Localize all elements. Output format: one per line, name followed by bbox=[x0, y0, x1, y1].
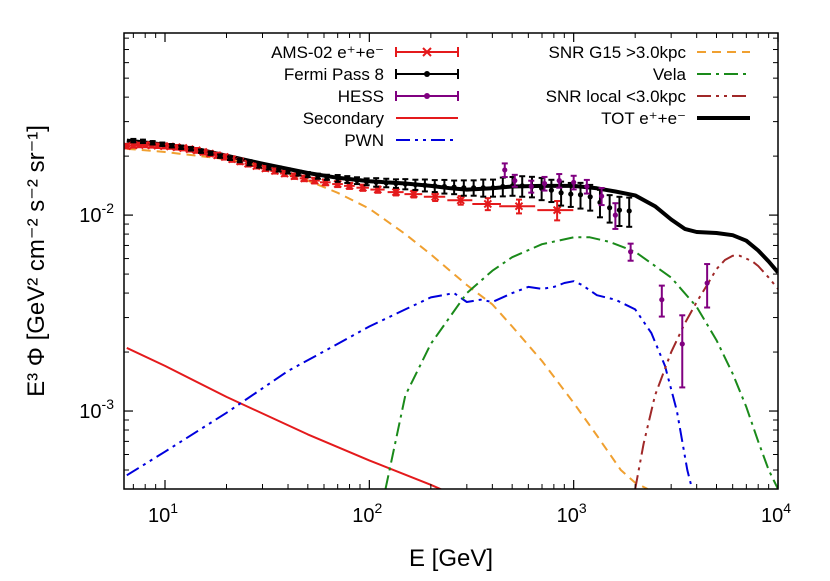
legend_left-label: PWN bbox=[344, 131, 384, 150]
x-tick-label: 104 bbox=[761, 500, 791, 527]
data-point bbox=[412, 182, 418, 188]
data-point bbox=[628, 249, 634, 255]
series-line-snr-g15-3-0kpc bbox=[126, 147, 649, 489]
data-point bbox=[159, 141, 165, 147]
data-point bbox=[315, 173, 321, 179]
data-point bbox=[430, 192, 440, 202]
data-point bbox=[391, 187, 401, 197]
data-point bbox=[519, 183, 525, 189]
data-point bbox=[393, 180, 399, 187]
data-point bbox=[344, 176, 350, 183]
data-point bbox=[502, 167, 508, 173]
legend_left-label: AMS-02 e⁺+e⁻ bbox=[271, 43, 384, 62]
data-points-hess bbox=[501, 162, 711, 389]
data-point bbox=[584, 183, 590, 190]
data-point bbox=[295, 170, 302, 176]
data-point bbox=[512, 177, 518, 184]
legend-swatch-marker bbox=[422, 47, 432, 57]
data-point bbox=[490, 185, 496, 191]
legend_right-label: SNR local <3.0kpc bbox=[546, 87, 687, 106]
x-tick-label: 102 bbox=[352, 500, 382, 527]
data-point bbox=[373, 179, 379, 185]
data-point bbox=[577, 192, 584, 198]
legend-swatch-marker bbox=[424, 93, 430, 99]
data-point bbox=[256, 162, 262, 168]
series-line-vela bbox=[384, 236, 778, 489]
data-point bbox=[612, 212, 618, 218]
plot-frame bbox=[123, 32, 779, 490]
series-line-pwn bbox=[126, 280, 694, 489]
data-point bbox=[178, 144, 184, 150]
legend_left-label: Fermi Pass 8 bbox=[284, 65, 384, 84]
data-point bbox=[607, 205, 613, 211]
data-point bbox=[704, 280, 710, 286]
data-point bbox=[402, 181, 408, 187]
data-point bbox=[130, 138, 136, 144]
data-point bbox=[616, 207, 623, 213]
data-point bbox=[500, 183, 506, 190]
data-point bbox=[188, 146, 194, 152]
data-point bbox=[659, 297, 665, 303]
data-point bbox=[305, 171, 311, 178]
data-point bbox=[461, 185, 467, 191]
data-point bbox=[237, 157, 243, 164]
legend_right-label: Vela bbox=[653, 65, 687, 84]
data-point bbox=[150, 140, 156, 146]
data-point bbox=[354, 177, 360, 184]
y-tick-label: 10-2 bbox=[79, 200, 114, 227]
y-axis-label: E³ Φ [GeV² cm⁻² s⁻² sr⁻¹] bbox=[23, 125, 50, 397]
x-tick-label: 103 bbox=[557, 500, 587, 527]
data-point bbox=[528, 183, 534, 190]
series-line-snr-local-3-0kpc bbox=[634, 254, 778, 489]
x-tick-label: 101 bbox=[148, 500, 178, 527]
data-point bbox=[432, 183, 438, 189]
data-point bbox=[471, 185, 477, 191]
data-point bbox=[169, 143, 175, 149]
data-points-fermi-pass-8 bbox=[130, 137, 633, 228]
data-point bbox=[383, 180, 389, 186]
data-point bbox=[198, 148, 204, 154]
data-point bbox=[568, 191, 574, 197]
data-point bbox=[552, 205, 562, 215]
data-point bbox=[556, 177, 562, 184]
data-point bbox=[441, 183, 447, 190]
data-point bbox=[140, 138, 146, 144]
data-point bbox=[483, 199, 493, 209]
legend_right-label: TOT e⁺+e⁻ bbox=[601, 109, 686, 128]
data-point bbox=[285, 168, 291, 174]
data-point bbox=[217, 153, 223, 159]
data-point bbox=[266, 164, 272, 170]
data-point bbox=[548, 187, 554, 193]
legend_left-label: Secondary bbox=[303, 109, 385, 128]
data-point bbox=[335, 175, 341, 181]
data-point bbox=[456, 196, 465, 205]
data-point bbox=[422, 182, 428, 188]
data-point bbox=[541, 180, 548, 187]
legend_right-label: SNR G15 >3.0kpc bbox=[549, 43, 687, 62]
data-point bbox=[227, 155, 233, 161]
data-point bbox=[679, 341, 685, 347]
data-point bbox=[599, 193, 605, 199]
data-point bbox=[451, 184, 457, 190]
data-point bbox=[514, 202, 524, 211]
data-point bbox=[207, 150, 214, 156]
legend-swatch-marker bbox=[424, 71, 430, 77]
data-point bbox=[246, 160, 253, 166]
data-point bbox=[626, 208, 632, 214]
data-point bbox=[364, 179, 370, 185]
y-tick-label: 10-3 bbox=[79, 396, 114, 423]
data-point bbox=[558, 190, 564, 196]
data-point bbox=[276, 166, 282, 172]
data-point bbox=[587, 194, 593, 200]
data-point bbox=[324, 174, 330, 180]
legend_left-label: HESS bbox=[338, 87, 384, 106]
data-point bbox=[571, 179, 577, 185]
x-axis-label: E [GeV] bbox=[409, 545, 493, 572]
data-point bbox=[480, 185, 486, 191]
data-point bbox=[409, 189, 418, 199]
